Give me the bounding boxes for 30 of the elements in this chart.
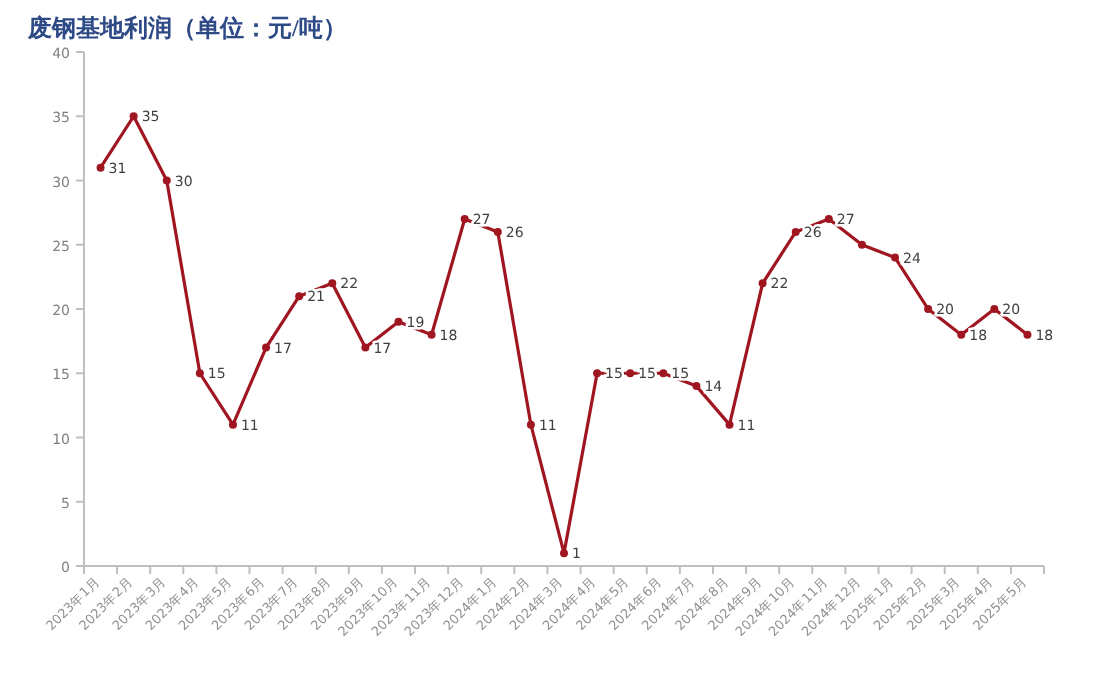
point <box>560 549 568 558</box>
point <box>1023 330 1032 339</box>
point <box>758 279 767 288</box>
point <box>659 369 668 378</box>
point <box>129 112 138 121</box>
point <box>824 215 833 224</box>
point <box>791 227 800 236</box>
point <box>195 369 204 378</box>
point <box>692 382 701 391</box>
point <box>262 343 271 352</box>
point <box>593 369 602 378</box>
point <box>957 330 966 339</box>
point <box>460 215 469 224</box>
point <box>361 343 370 352</box>
point <box>526 420 535 429</box>
point <box>924 305 933 313</box>
point <box>725 420 734 429</box>
point <box>394 317 403 326</box>
point <box>96 163 105 172</box>
point <box>891 253 900 262</box>
chart-title: 废钢基地利润（单位：元/吨） <box>26 14 347 42</box>
point <box>162 176 171 185</box>
point <box>328 279 337 288</box>
point <box>857 240 866 249</box>
point <box>493 227 502 236</box>
point <box>228 420 237 429</box>
point <box>626 369 635 378</box>
point <box>295 292 304 301</box>
point <box>427 330 436 339</box>
point <box>990 305 999 313</box>
